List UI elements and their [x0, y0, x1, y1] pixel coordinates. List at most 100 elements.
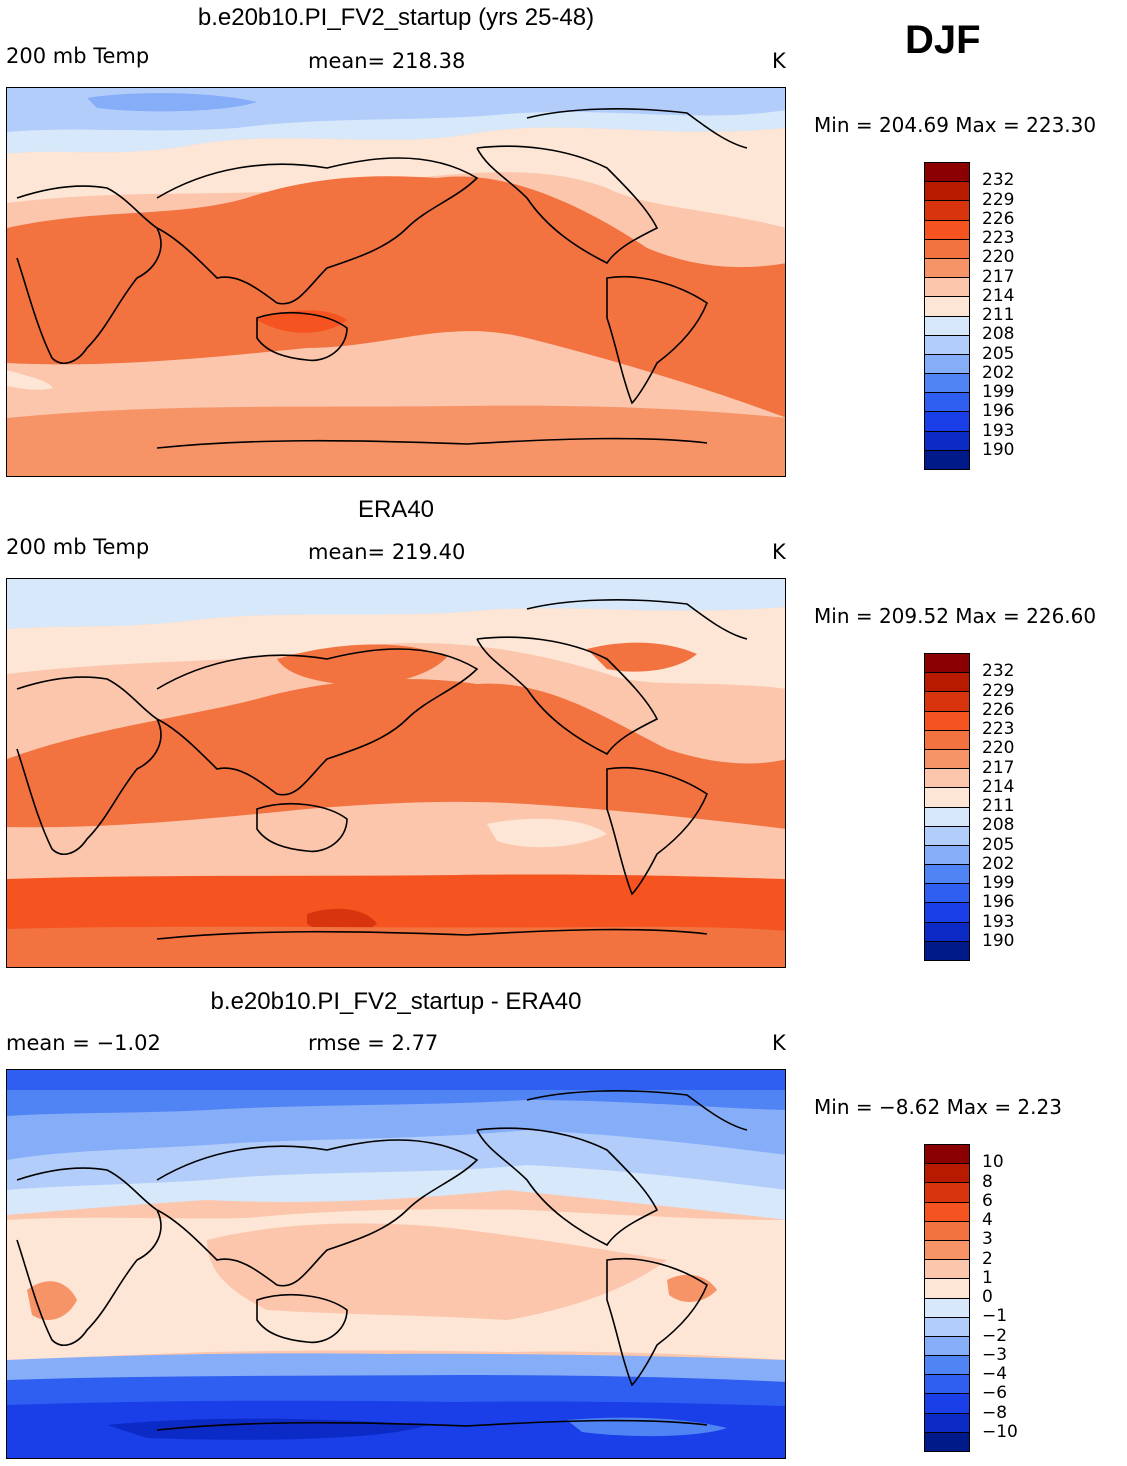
- colorbar-swatch: [925, 1336, 969, 1357]
- colorbar-swatch: [925, 1375, 969, 1395]
- panel-3-units: K: [772, 1031, 786, 1055]
- panel-1-colorbar: [924, 162, 970, 470]
- colorbar-swatch: [925, 374, 969, 394]
- panel-1-coastlines: [16, 108, 748, 449]
- colorbar-tick-label: 226: [982, 208, 1015, 229]
- colorbar-swatch: [925, 1164, 969, 1184]
- colorbar-swatch: [925, 673, 969, 693]
- colorbar-tick-label: 214: [982, 776, 1015, 797]
- panel-3-colorbar: [924, 1144, 970, 1452]
- colorbar-tick-label: −8: [982, 1402, 1008, 1423]
- colorbar-swatch: [925, 335, 969, 355]
- colorbar-swatch: [925, 1221, 969, 1241]
- panel-2-units: K: [772, 540, 786, 564]
- colorbar-tick-label: 217: [982, 266, 1015, 287]
- colorbar-tick-label: −2: [982, 1325, 1008, 1346]
- panel-1-mean-label: mean= 218.38: [308, 49, 466, 73]
- colorbar-swatch: [925, 769, 969, 789]
- colorbar-swatch: [925, 1202, 969, 1222]
- panel-3-title: b.e20b10.PI_FV2_startup - ERA40: [210, 988, 582, 1015]
- colorbar-swatch: [925, 788, 969, 808]
- colorbar-swatch: [925, 826, 969, 846]
- colorbar-tick-label: −1: [982, 1306, 1008, 1327]
- colorbar-tick-label: 3: [982, 1229, 993, 1250]
- panel-1-title: b.e20b10.PI_FV2_startup (yrs 25-48): [197, 4, 595, 31]
- panel-3-coastlines: [16, 1090, 748, 1431]
- colorbar-tick-label: 220: [982, 738, 1015, 759]
- panel-1-map: [6, 87, 786, 477]
- colorbar-tick-label: 193: [982, 911, 1015, 932]
- colorbar-tick-label: 196: [982, 401, 1015, 422]
- colorbar-swatch: [925, 807, 969, 827]
- colorbar-swatch: [925, 182, 969, 202]
- colorbar-tick-label: 202: [982, 853, 1015, 874]
- panel-2-mean-label: mean= 219.40: [308, 540, 466, 564]
- colorbar-tick-label: 199: [982, 873, 1015, 893]
- panel-2-coastlines: [16, 599, 748, 940]
- colorbar-tick-label: 4: [982, 1210, 993, 1230]
- colorbar-tick-label: 208: [982, 815, 1015, 836]
- colorbar-tick-label: 199: [982, 382, 1015, 402]
- colorbar-tick-label: −3: [982, 1344, 1008, 1365]
- colorbar-swatch: [925, 1260, 969, 1280]
- colorbar-tick-label: −6: [982, 1383, 1008, 1404]
- colorbar-swatch: [925, 845, 969, 866]
- colorbar-swatch: [925, 412, 969, 432]
- panel-1-variable-label: 200 mb Temp: [6, 44, 150, 68]
- panel-3-mean-label: mean = −1.02: [6, 1031, 161, 1055]
- colorbar-swatch: [925, 903, 969, 923]
- colorbar-tick-label: 193: [982, 420, 1015, 441]
- colorbar-swatch: [925, 922, 969, 942]
- colorbar-swatch: [925, 163, 969, 183]
- colorbar-tick-label: 214: [982, 285, 1015, 306]
- colorbar-swatch: [925, 220, 969, 240]
- panel-2-variable-label: 200 mb Temp: [6, 535, 150, 559]
- colorbar-swatch: [925, 1356, 969, 1376]
- panel-3-contour-field: [7, 1070, 785, 1458]
- colorbar-swatch: [925, 393, 969, 413]
- colorbar-swatch: [925, 201, 969, 221]
- panel-3-map: [6, 1069, 786, 1459]
- colorbar-tick-label: 223: [982, 228, 1015, 248]
- colorbar-swatch: [925, 1432, 969, 1451]
- colorbar-tick-label: 190: [982, 439, 1015, 460]
- season-label: DJF: [905, 18, 981, 62]
- colorbar-tick-label: 196: [982, 892, 1015, 913]
- colorbar-tick-label: 220: [982, 247, 1015, 268]
- colorbar-tick-label: 202: [982, 362, 1015, 383]
- colorbar-tick-label: 217: [982, 757, 1015, 778]
- panel-2-title: ERA40: [357, 496, 435, 523]
- panel-1-units: K: [772, 49, 786, 73]
- colorbar-tick-label: 229: [982, 189, 1015, 210]
- colorbar-swatch: [925, 1298, 969, 1318]
- colorbar-tick-label: −10: [982, 1421, 1018, 1442]
- colorbar-tick-label: 205: [982, 343, 1015, 364]
- colorbar-tick-label: 211: [982, 305, 1015, 325]
- colorbar-swatch: [925, 749, 969, 770]
- colorbar-swatch: [925, 278, 969, 298]
- colorbar-swatch: [925, 239, 969, 259]
- colorbar-swatch: [925, 1279, 969, 1299]
- colorbar-swatch: [925, 431, 969, 451]
- colorbar-tick-label: 10: [982, 1152, 1004, 1173]
- colorbar-swatch: [925, 1317, 969, 1337]
- colorbar-tick-label: 6: [982, 1190, 993, 1211]
- colorbar-swatch: [925, 884, 969, 904]
- panel-2-map: [6, 578, 786, 968]
- colorbar-tick-label: 229: [982, 680, 1015, 701]
- colorbar-swatch: [925, 1394, 969, 1414]
- colorbar-tick-label: 2: [982, 1248, 993, 1269]
- colorbar-tick-label: 1: [982, 1267, 993, 1288]
- colorbar-tick-label: 190: [982, 930, 1015, 951]
- colorbar-tick-label: 0: [982, 1287, 993, 1307]
- colorbar-tick-label: 211: [982, 796, 1015, 816]
- panel-3-rmse-label: rmse = 2.77: [308, 1031, 439, 1055]
- colorbar-swatch: [925, 730, 969, 750]
- panel-2-minmax: Min = 209.52 Max = 226.60: [814, 604, 1097, 628]
- colorbar-swatch: [925, 450, 969, 469]
- colorbar-tick-label: −4: [982, 1364, 1008, 1384]
- colorbar-swatch: [925, 654, 969, 674]
- colorbar-tick-label: 226: [982, 699, 1015, 720]
- panel-3-minmax: Min = −8.62 Max = 2.23: [814, 1095, 1062, 1119]
- colorbar-swatch: [925, 354, 969, 375]
